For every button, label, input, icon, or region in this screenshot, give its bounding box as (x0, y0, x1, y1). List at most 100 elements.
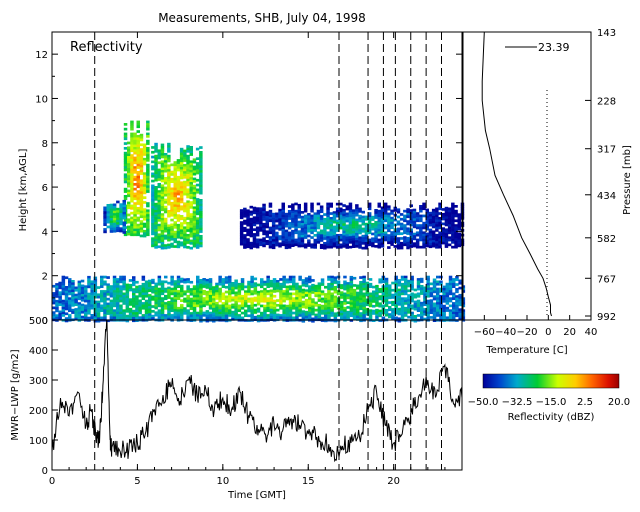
reflectivity-cell (192, 287, 197, 291)
reflectivity-cell (125, 288, 130, 292)
reflectivity-cell (420, 280, 424, 283)
reflectivity-cell (323, 225, 327, 228)
reflectivity-cell (252, 240, 257, 243)
reflectivity-cell (375, 316, 379, 319)
reflectivity-cell (439, 304, 443, 308)
reflectivity-cell (180, 294, 184, 298)
reflectivity-cell (444, 228, 449, 232)
reflectivity-cell (383, 202, 388, 206)
reflectivity-cell (123, 142, 128, 145)
reflectivity-cell (365, 298, 370, 302)
reflectivity-cell (256, 298, 261, 301)
reflectivity-cell (133, 214, 137, 217)
reflectivity-cell (179, 147, 184, 151)
reflectivity-cell (199, 187, 203, 190)
reflectivity-cell (183, 312, 187, 315)
reflectivity-cell (87, 299, 91, 303)
reflectivity-cell (77, 280, 82, 284)
reflectivity-cell (183, 152, 187, 155)
reflectivity-cell (116, 215, 120, 218)
reflectivity-cell (371, 227, 375, 231)
reflectivity-cell (394, 299, 398, 303)
reflectivity-cell (239, 238, 244, 241)
reflectivity-cell (263, 287, 267, 291)
reflectivity-cell (61, 311, 66, 315)
reflectivity-cell (295, 316, 299, 319)
reflectivity-cell (303, 245, 308, 249)
reflectivity-cell (413, 293, 418, 297)
reflectivity-cell (199, 315, 203, 318)
reflectivity-cell (265, 232, 269, 236)
reflectivity-cell (215, 313, 219, 317)
reflectivity-cell (278, 237, 282, 241)
reflectivity-cell (394, 292, 398, 296)
reflectivity-cell (397, 303, 402, 306)
reflectivity-cell (431, 242, 436, 246)
reflectivity-cell (112, 314, 117, 317)
reflectivity-cell (90, 294, 94, 298)
reflectivity-cell (96, 312, 101, 316)
reflectivity-cell (151, 286, 155, 289)
reflectivity-cell (326, 231, 330, 235)
reflectivity-cell (308, 302, 312, 305)
reflectivity-cell (205, 300, 210, 304)
reflectivity-cell (381, 292, 386, 296)
reflectivity-cell (271, 220, 276, 223)
reflectivity-cell (130, 135, 134, 138)
reflectivity-cell (160, 246, 165, 250)
reflectivity-cell (415, 245, 420, 249)
reflectivity-cell (298, 285, 302, 288)
reflectivity-cell (327, 292, 331, 296)
reflectivity-cell (154, 159, 158, 163)
reflectivity-cell (362, 309, 366, 312)
reflectivity-cell (442, 312, 446, 315)
reflectivity-cell (148, 313, 152, 316)
reflectivity-cell (423, 298, 427, 302)
reflectivity-cell (410, 304, 414, 308)
reflectivity-cell (448, 314, 453, 317)
reflectivity-y-tick-label: 12 (35, 50, 48, 61)
reflectivity-cell (127, 151, 131, 154)
reflectivity-cell (132, 300, 136, 303)
reflectivity-cell (61, 309, 66, 312)
reflectivity-cell (406, 215, 410, 219)
reflectivity-cell (127, 158, 131, 162)
reflectivity-cell (447, 236, 452, 239)
reflectivity-cell (133, 221, 137, 225)
reflectivity-cell (444, 240, 449, 244)
reflectivity-cell (144, 282, 149, 286)
reflectivity-cell (310, 221, 314, 225)
reflectivity-cell (393, 245, 397, 248)
reflectivity-cell (100, 304, 104, 308)
reflectivity-cell (196, 304, 200, 308)
reflectivity-cell (396, 244, 401, 248)
reflectivity-cell (136, 156, 140, 160)
reflectivity-cell (146, 166, 150, 169)
reflectivity-cell (438, 205, 442, 208)
reflectivity-cell (234, 315, 238, 319)
reflectivity-cell (176, 185, 181, 189)
reflectivity-cell (276, 308, 280, 312)
reflectivity-cell (332, 213, 337, 217)
reflectivity-cell (199, 312, 203, 316)
reflectivity-cell (324, 297, 328, 301)
reflectivity-cell (345, 246, 349, 249)
reflectivity-cell (416, 299, 421, 303)
reflectivity-cell (141, 302, 146, 305)
reflectivity-cell (343, 302, 347, 305)
reflectivity-cell (183, 176, 187, 179)
reflectivity-cell (136, 228, 140, 232)
reflectivity-cell (160, 285, 165, 288)
reflectivity-cell (316, 226, 321, 230)
reflectivity-cell (195, 234, 200, 237)
reflectivity-cell (287, 210, 292, 213)
reflectivity-cell (394, 309, 398, 312)
reflectivity-cell (384, 304, 389, 307)
reflectivity-cell (423, 317, 427, 321)
reflectivity-cell (384, 299, 389, 303)
reflectivity-cell (189, 215, 193, 219)
reflectivity-cell (292, 302, 296, 305)
reflectivity-cell (319, 215, 324, 218)
reflectivity-cell (146, 202, 150, 205)
reflectivity-cell (167, 296, 171, 299)
